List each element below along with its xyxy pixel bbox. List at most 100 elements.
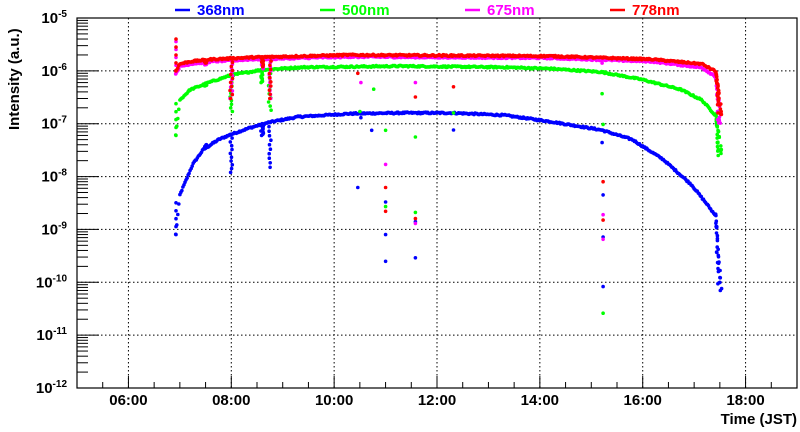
point-368nm	[185, 176, 189, 180]
data-points	[173, 37, 724, 316]
point-368nm-dip	[259, 133, 264, 138]
point-778nm-tail	[715, 77, 719, 82]
point-778nm-dip	[228, 96, 233, 101]
point-675nm-outlier	[383, 162, 388, 167]
point-778nm-dip	[230, 56, 235, 61]
point-368nm	[174, 216, 178, 221]
y-tick-label: 10-9	[41, 220, 67, 238]
point-368nm-dip	[267, 142, 272, 147]
point-368nm-outlier	[369, 128, 374, 133]
point-778nm-dip	[230, 68, 235, 73]
point-778nm-outlier	[451, 85, 456, 89]
point-675nm-tail	[718, 121, 722, 125]
point-368nm	[174, 201, 178, 205]
point-500nm-outlier	[413, 210, 418, 215]
point-368nm-dip	[269, 138, 273, 142]
point-368nm	[174, 224, 178, 229]
point-500nm-tail	[716, 140, 720, 144]
point-500nm-outlier	[601, 122, 605, 127]
point-500nm-tail	[714, 114, 718, 118]
point-500nm-outlier	[383, 204, 388, 209]
point-368nm-outlier	[601, 284, 605, 289]
point-368nm-tail	[716, 253, 721, 258]
point-675nm-outlier	[601, 212, 605, 217]
point-500nm-outlier	[451, 111, 456, 115]
point-368nm-tail	[716, 247, 720, 252]
point-500nm-outlier	[371, 87, 376, 91]
point-500nm-dip	[228, 106, 233, 110]
point-500nm-outlier	[413, 135, 418, 139]
point-368nm-dip	[229, 166, 234, 171]
point-500nm	[177, 107, 181, 112]
point-368nm-outlier	[601, 193, 605, 197]
x-tick-label: 10:00	[315, 392, 353, 409]
point-500nm-dip	[230, 109, 235, 114]
y-tick-label: 10-12	[36, 379, 68, 397]
y-tick-label: 10-7	[41, 115, 67, 133]
x-axis-label: Time (JST)	[721, 411, 797, 427]
point-778nm-outlier	[601, 179, 605, 184]
point-500nm-tail	[719, 151, 723, 156]
point-368nm-outlier	[359, 115, 363, 120]
point-368nm	[180, 188, 184, 193]
point-368nm-outlier	[600, 140, 604, 145]
point-500nm-dip	[259, 80, 263, 85]
point-500nm	[174, 101, 178, 106]
point-368nm-tail	[715, 224, 719, 229]
point-500nm-tail	[719, 148, 723, 153]
y-axis-label: Intensity (a.u.)	[6, 28, 23, 130]
point-500nm-outlier	[601, 311, 605, 316]
point-778nm-dip	[229, 72, 233, 77]
point-368nm-tail	[716, 269, 721, 274]
point-778nm-dip	[228, 88, 232, 93]
point-778nm-tail	[716, 111, 720, 115]
point-675nm-outlier	[413, 221, 418, 226]
point-368nm-tail	[715, 238, 720, 243]
axis-ticks	[77, 17, 772, 389]
point-500nm-tail	[715, 136, 719, 140]
point-500nm-dip	[229, 102, 234, 107]
point-368nm-tail	[717, 260, 721, 264]
legend-label-675nm: 675nm	[487, 2, 535, 19]
point-778nm-dip	[229, 64, 234, 69]
point-500nm-tail	[715, 144, 720, 149]
point-368nm-tail	[719, 286, 724, 291]
point-368nm-dip	[267, 133, 272, 138]
point-500nm-tail	[716, 129, 721, 134]
y-tick-label: 10-5	[41, 9, 67, 27]
point-500nm	[174, 109, 178, 114]
legend-label-500nm: 500nm	[342, 2, 390, 19]
point-778nm	[176, 66, 180, 70]
point-778nm-outlier	[383, 209, 388, 214]
point-675nm-outlier	[359, 80, 363, 85]
point-778nm-dip	[260, 64, 265, 69]
legend: 368nm 500nm 675nm 778nm	[175, 2, 680, 19]
point-368nm-outlier	[451, 128, 456, 132]
point-778nm	[174, 37, 178, 41]
point-368nm-dip	[228, 140, 233, 144]
x-tick-label: 06:00	[109, 392, 147, 409]
point-368nm-dip	[268, 165, 272, 170]
y-tick-label: 10-11	[36, 326, 67, 344]
x-tick-label: 12:00	[418, 392, 456, 409]
point-778nm-tail	[719, 112, 723, 116]
point-368nm-dip	[268, 147, 273, 151]
point-778nm-outlier	[356, 71, 360, 76]
point-368nm-outlier	[383, 232, 388, 237]
point-778nm-dip	[268, 55, 273, 59]
point-500nm-dip	[266, 100, 271, 104]
point-368nm-outlier	[383, 200, 388, 204]
point-500nm-outlier	[383, 128, 388, 133]
point-778nm-dip	[269, 84, 273, 88]
point-368nm-dip	[267, 124, 271, 129]
point-778nm-outlier	[413, 95, 418, 99]
point-675nm-outlier	[601, 237, 605, 242]
point-778nm-dip	[229, 84, 234, 89]
point-778nm	[174, 53, 178, 57]
point-368nm-tail	[714, 213, 718, 218]
x-tick-label: 18:00	[726, 392, 764, 409]
point-778nm-outlier	[413, 216, 418, 221]
point-778nm-outlier	[601, 218, 605, 222]
point-368nm-dip	[230, 136, 234, 140]
point-500nm	[174, 125, 178, 130]
